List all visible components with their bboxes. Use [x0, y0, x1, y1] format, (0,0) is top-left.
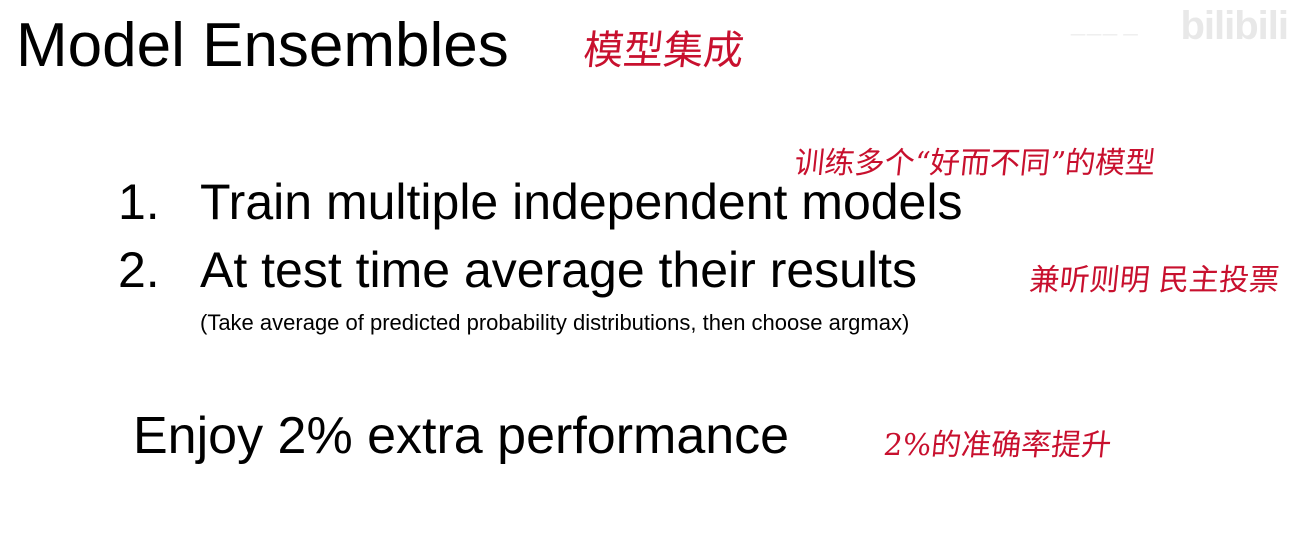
title-handwritten-annotation: 模型集成	[581, 28, 746, 74]
footer-handwritten-annotation: 2%的准确率提升	[881, 428, 1114, 463]
list-item-text: At test time average their results	[200, 242, 917, 298]
item2-handwritten-annotation: 兼听则明 民主投票	[1027, 263, 1282, 298]
slide-title: Model Ensembles	[16, 11, 509, 80]
list-item-number: 1.	[118, 174, 160, 230]
list-item-train: 1. Train multiple independent models	[118, 172, 962, 232]
bilibili-watermark-logo: bilibili	[1180, 4, 1289, 49]
list-item-number: 2.	[118, 242, 160, 298]
watermark-logo-text: bilibili	[1180, 4, 1289, 48]
footer-statement: Enjoy 2% extra performance	[133, 407, 790, 465]
list-item-text: Train multiple independent models	[200, 174, 963, 230]
item2-subnote: (Take average of predicted probability d…	[200, 310, 910, 335]
watermark-channel: 一一一 一	[1070, 28, 1139, 45]
list-item-average: 2. At test time average their results	[118, 240, 917, 300]
